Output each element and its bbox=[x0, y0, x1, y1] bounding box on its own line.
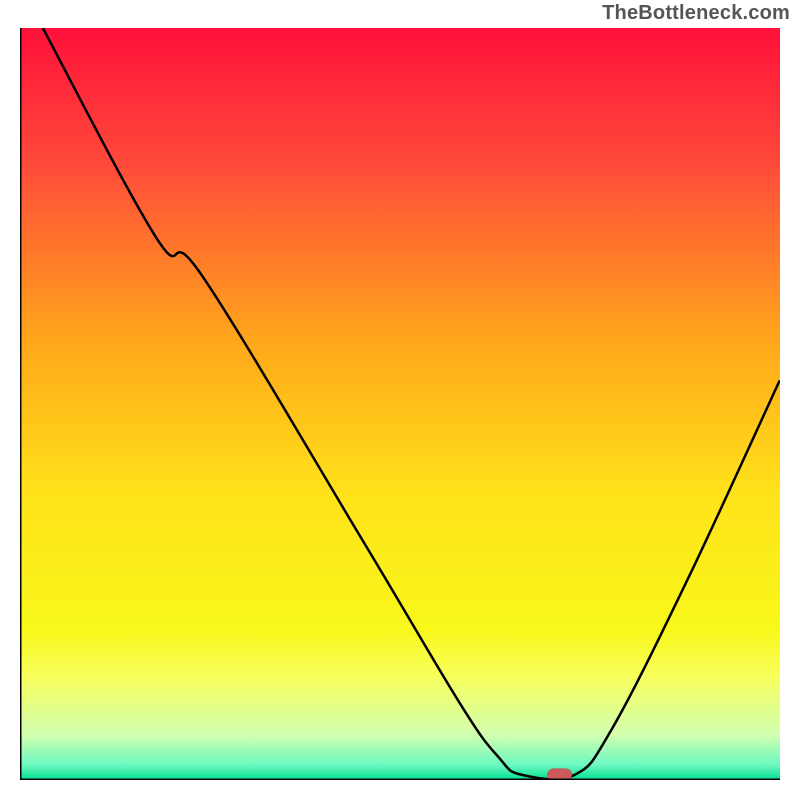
chart-svg bbox=[20, 28, 780, 780]
optimal-marker bbox=[547, 769, 571, 780]
chart-frame: TheBottleneck.com bbox=[0, 0, 800, 800]
chart-background bbox=[20, 28, 780, 780]
watermark-text: TheBottleneck.com bbox=[602, 2, 790, 25]
bottleneck-chart bbox=[20, 28, 780, 780]
